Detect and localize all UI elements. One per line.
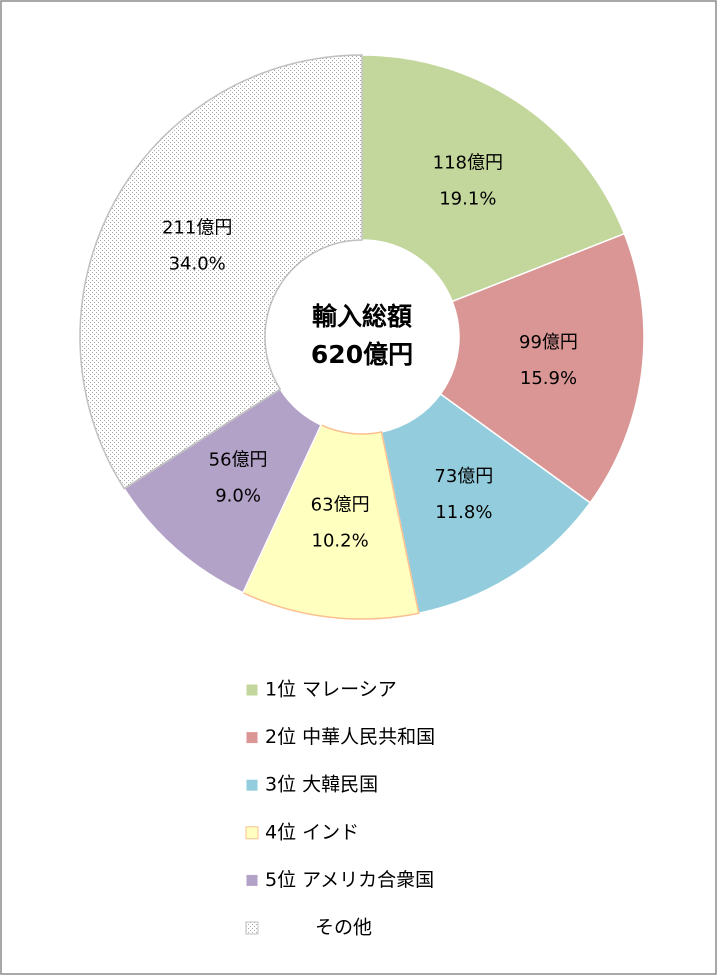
value-label: 56億円	[209, 449, 268, 470]
value-label: 73億円	[434, 466, 493, 487]
percent-label: 15.9%	[520, 368, 577, 389]
center-title: 輸入総額	[312, 302, 412, 331]
percent-label: 34.0%	[169, 254, 226, 275]
legend-label: その他	[315, 917, 372, 939]
legend-swatch	[245, 873, 259, 887]
legend-label: 5位 アメリカ合衆国	[265, 869, 434, 891]
center-total: 620億円	[311, 340, 413, 369]
legend-label: 4位 インド	[265, 821, 359, 843]
value-label: 63億円	[311, 495, 370, 516]
legend-label: 1位 マレーシア	[265, 679, 397, 701]
legend-swatch	[245, 826, 259, 840]
slice	[439, 232, 645, 504]
slice	[361, 54, 626, 303]
legend-label: 3位 大韓民国	[265, 774, 378, 796]
value-label: 118億円	[433, 153, 503, 174]
legend-swatch	[245, 921, 259, 935]
percent-label: 10.2%	[312, 531, 369, 552]
value-label: 211億円	[162, 218, 232, 239]
percent-label: 11.8%	[435, 502, 492, 523]
slice	[241, 423, 420, 620]
slice	[79, 54, 363, 490]
slice	[380, 392, 592, 615]
value-label: 99億円	[519, 332, 578, 353]
legend-swatch	[245, 778, 259, 792]
percent-label: 9.0%	[215, 485, 261, 506]
legend-swatch	[245, 683, 259, 697]
slice	[123, 388, 323, 594]
legend-swatch	[245, 731, 259, 745]
percent-label: 19.1%	[439, 189, 496, 210]
legend-label: 2位 中華人民共和国	[265, 726, 435, 748]
